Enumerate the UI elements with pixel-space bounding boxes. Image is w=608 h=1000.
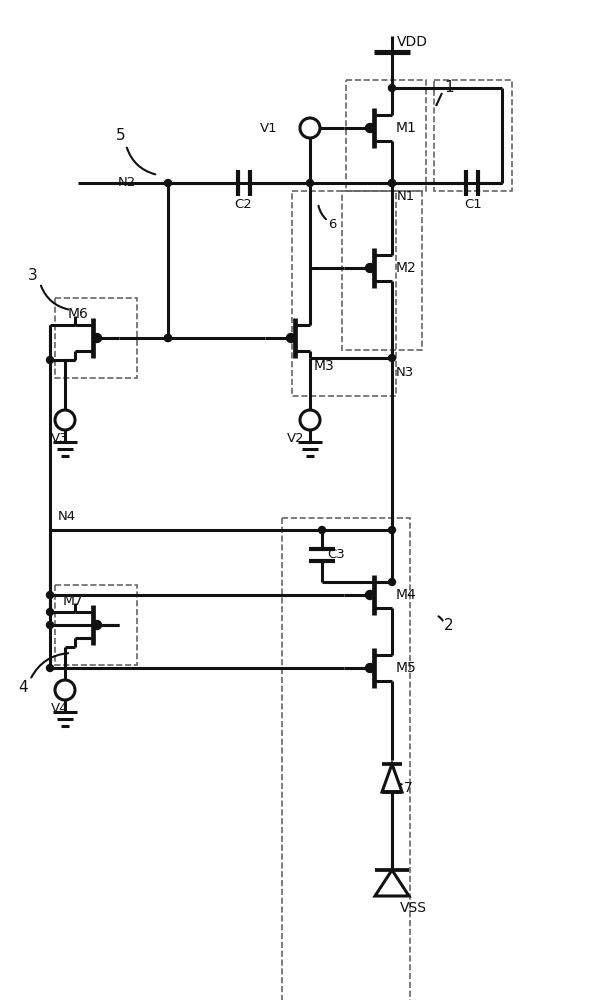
- Text: V3: V3: [51, 432, 69, 444]
- Text: C3: C3: [327, 548, 345, 562]
- Text: M7: M7: [63, 594, 84, 608]
- Circle shape: [46, 621, 54, 629]
- Circle shape: [389, 355, 395, 361]
- Circle shape: [92, 620, 102, 630]
- Text: M1: M1: [396, 121, 417, 135]
- Text: N4: N4: [58, 510, 76, 522]
- Text: 4: 4: [18, 680, 27, 694]
- Text: 5: 5: [116, 127, 126, 142]
- Circle shape: [286, 334, 295, 342]
- Text: C2: C2: [234, 198, 252, 212]
- Text: VDD: VDD: [397, 35, 428, 49]
- Text: M5: M5: [396, 661, 416, 675]
- Circle shape: [389, 180, 395, 186]
- Circle shape: [365, 664, 375, 672]
- Circle shape: [389, 85, 395, 92]
- Text: 7: 7: [404, 781, 413, 795]
- Text: M2: M2: [396, 261, 416, 275]
- Text: C1: C1: [464, 198, 482, 212]
- Circle shape: [365, 590, 375, 599]
- Text: N2: N2: [118, 176, 136, 190]
- Text: N3: N3: [396, 365, 414, 378]
- Circle shape: [46, 664, 54, 672]
- Circle shape: [365, 123, 375, 132]
- Circle shape: [92, 334, 102, 342]
- Circle shape: [389, 526, 395, 534]
- Text: N1: N1: [397, 190, 415, 204]
- Circle shape: [165, 334, 171, 342]
- Circle shape: [46, 357, 54, 363]
- Circle shape: [365, 263, 375, 272]
- Circle shape: [165, 334, 171, 342]
- Text: 6: 6: [328, 219, 336, 232]
- Text: 2: 2: [444, 617, 454, 633]
- Text: 1: 1: [444, 81, 454, 96]
- Circle shape: [165, 180, 171, 186]
- Circle shape: [389, 180, 395, 186]
- Circle shape: [46, 608, 54, 615]
- Text: V1: V1: [260, 121, 278, 134]
- Text: V4: V4: [51, 702, 69, 714]
- Text: V2: V2: [288, 432, 305, 444]
- Text: M3: M3: [314, 359, 335, 373]
- Text: M6: M6: [68, 307, 89, 321]
- Circle shape: [389, 578, 395, 585]
- Text: M4: M4: [396, 588, 416, 602]
- Text: VSS: VSS: [400, 901, 427, 915]
- Text: 3: 3: [28, 268, 38, 284]
- Circle shape: [46, 591, 54, 598]
- Circle shape: [319, 526, 325, 534]
- Circle shape: [306, 180, 314, 186]
